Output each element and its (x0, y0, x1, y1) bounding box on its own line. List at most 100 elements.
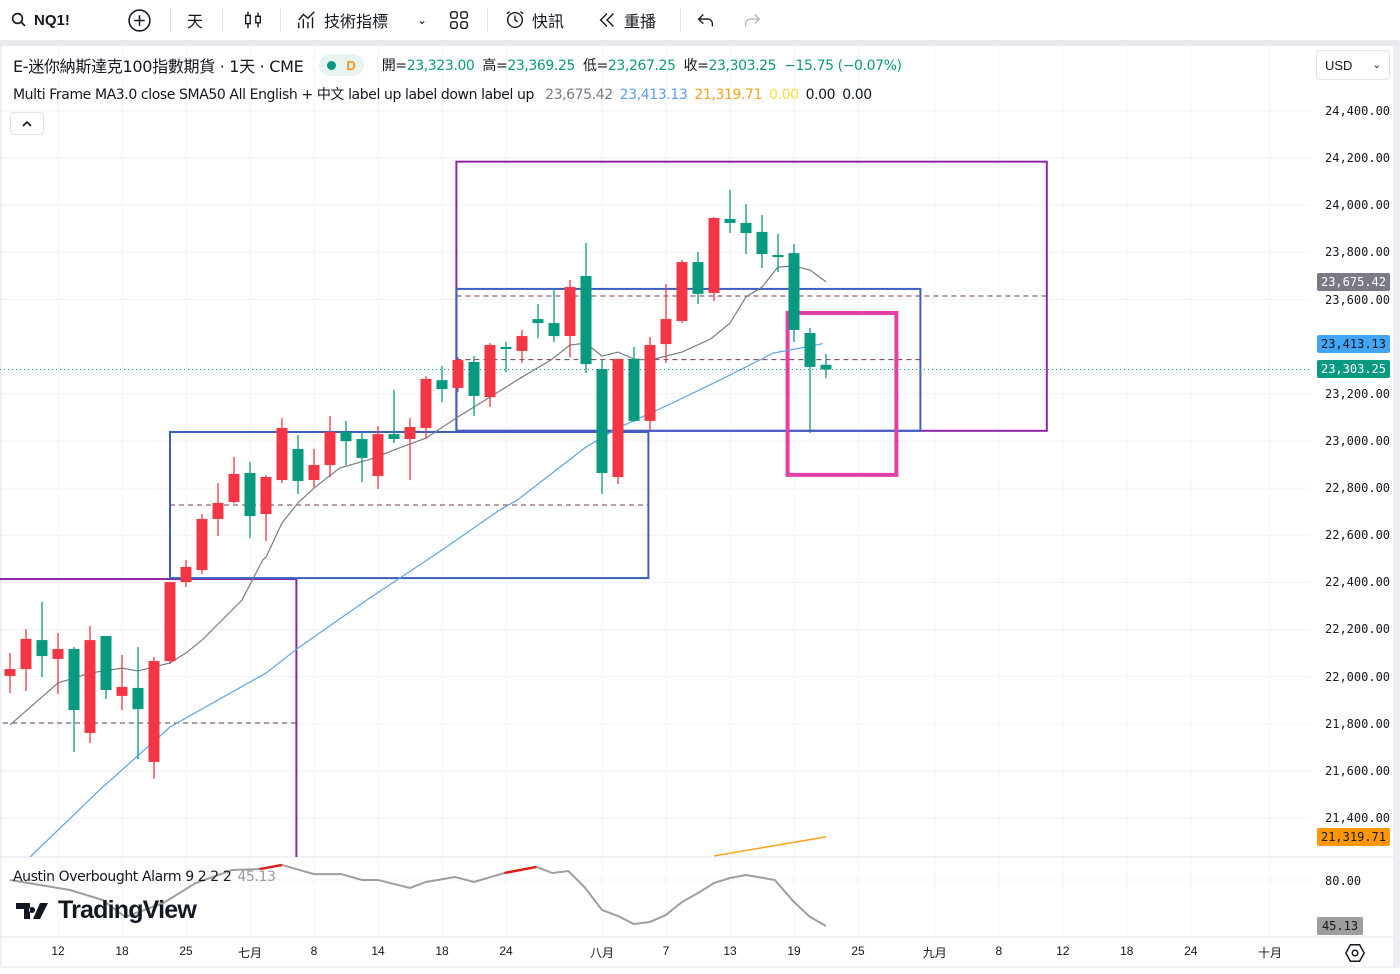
candle-body (116, 686, 128, 696)
chart-type-button[interactable] (242, 0, 264, 40)
scrollbar (1393, 46, 1400, 966)
time-tick-label: 8 (310, 944, 318, 958)
price-tick-label: 21,800.00 (1325, 716, 1391, 731)
grid-layout-icon (450, 11, 468, 29)
candle-body (324, 431, 336, 465)
candle (148, 657, 160, 779)
candle (516, 329, 528, 363)
indicators-label: 技術指標 (324, 14, 389, 31)
redo-button[interactable] (741, 0, 763, 40)
symbol-title[interactable]: E-迷你納斯達克100指數期貨 · 1天 · CME (13, 57, 304, 76)
rectangle-drawing (0, 578, 298, 857)
indicator-name[interactable]: Multi Frame MA3.0 close SMA50 All Englis… (13, 87, 534, 103)
candle-body (180, 567, 192, 583)
candle-body (68, 649, 80, 711)
top-toolbar: NQ1! 天 技術指標 ⌄ 快訊 重播 (0, 0, 1400, 40)
oscillator-legend: Austin Overbought Alarm 9 2 2 2 45.13 (13, 869, 276, 885)
interval-button[interactable]: 天 (187, 0, 203, 40)
candles-icon (244, 11, 262, 29)
replay-button[interactable]: 重播 (596, 0, 656, 40)
currency-select[interactable]: USD ⌄ (1316, 50, 1390, 80)
candles-layer (4, 189, 832, 779)
price-tag: 21,319.71 (1317, 827, 1390, 846)
candle (100, 636, 112, 699)
candle-body (388, 434, 400, 440)
market-open-dot (327, 60, 337, 70)
candle (356, 432, 368, 482)
candle-body (308, 464, 320, 481)
data-status-letter: D (346, 57, 356, 73)
chart-settings-icon[interactable] (1344, 942, 1366, 964)
candle (788, 243, 800, 342)
price-tick-label: 24,400.00 (1325, 104, 1391, 118)
toolbar-divider (0, 40, 1400, 46)
time-tick-label: 19 (787, 944, 801, 958)
sma50-line (29, 342, 823, 857)
drawings-layer (0, 160, 1048, 857)
symbol-search-button[interactable]: NQ1! (10, 0, 70, 40)
candle (116, 654, 128, 711)
candle (596, 360, 608, 494)
time-tick-label: 18 (1120, 944, 1134, 958)
candle (340, 420, 352, 465)
low-label: 低= (582, 58, 608, 74)
price-tick-label: 23,600.00 (1325, 292, 1391, 307)
candle (164, 582, 176, 665)
indicator-value: 21,319.71 (694, 87, 763, 103)
collapse-legend-button[interactable] (10, 112, 44, 135)
candle (708, 217, 720, 301)
candle (292, 435, 304, 494)
alert-label: 快訊 (532, 14, 565, 31)
candle (452, 357, 464, 392)
candle (36, 601, 48, 678)
candle-body (820, 364, 832, 370)
time-tick-label: 十月 (1257, 946, 1283, 960)
candle (132, 646, 144, 760)
search-icon (11, 12, 26, 27)
compare-symbol-button[interactable] (127, 0, 152, 40)
time-tick-label: 13 (723, 944, 737, 958)
price-tick-label: 22,000.00 (1325, 669, 1391, 684)
price-tick-label: 23,000.00 (1325, 433, 1391, 448)
oscillator-pane (9, 863, 827, 927)
candle (468, 356, 480, 416)
market-status-badge[interactable]: D (319, 54, 364, 76)
indicator-value: 0.00 (842, 87, 872, 103)
tradingview-logo[interactable]: TradingView (16, 896, 197, 925)
candle-body (692, 262, 704, 294)
undo-button[interactable] (695, 0, 717, 40)
time-tick-label: 25 (179, 944, 193, 958)
oscillator-name[interactable]: Austin Overbought Alarm 9 2 2 2 (13, 869, 232, 885)
time-tick-label: 14 (371, 944, 385, 958)
candle-body (436, 380, 448, 390)
candle (308, 448, 320, 488)
price-tick-label: 21,400.00 (1325, 810, 1391, 825)
indicators-button[interactable]: 技術指標 (296, 0, 388, 40)
layout-button[interactable] (448, 0, 470, 40)
oscillator-axis-label: 80.00 (1325, 874, 1362, 888)
candle-body (516, 336, 528, 351)
candle (324, 415, 336, 477)
time-tick-label: 九月 (922, 946, 947, 960)
candle-body (724, 218, 736, 223)
candle-body (612, 358, 624, 477)
candle-body (676, 262, 688, 321)
indicators-dropdown[interactable]: ⌄ (417, 0, 427, 40)
candle (20, 628, 32, 691)
oscillator-value: 45.13 (237, 869, 276, 885)
price-tick-label: 21,600.00 (1325, 763, 1391, 778)
candle-body (340, 431, 352, 442)
candle (532, 304, 544, 338)
chevron-up-icon (22, 120, 32, 127)
time-tick-label: 八月 (589, 946, 615, 960)
candle (676, 259, 688, 324)
candle (772, 234, 784, 272)
candle (644, 337, 656, 431)
candle-body (772, 254, 784, 258)
candle-body (4, 669, 16, 676)
candle-body (596, 369, 608, 473)
alert-button[interactable]: 快訊 (504, 0, 564, 40)
candle-body (564, 287, 576, 337)
candle-body (580, 275, 592, 365)
